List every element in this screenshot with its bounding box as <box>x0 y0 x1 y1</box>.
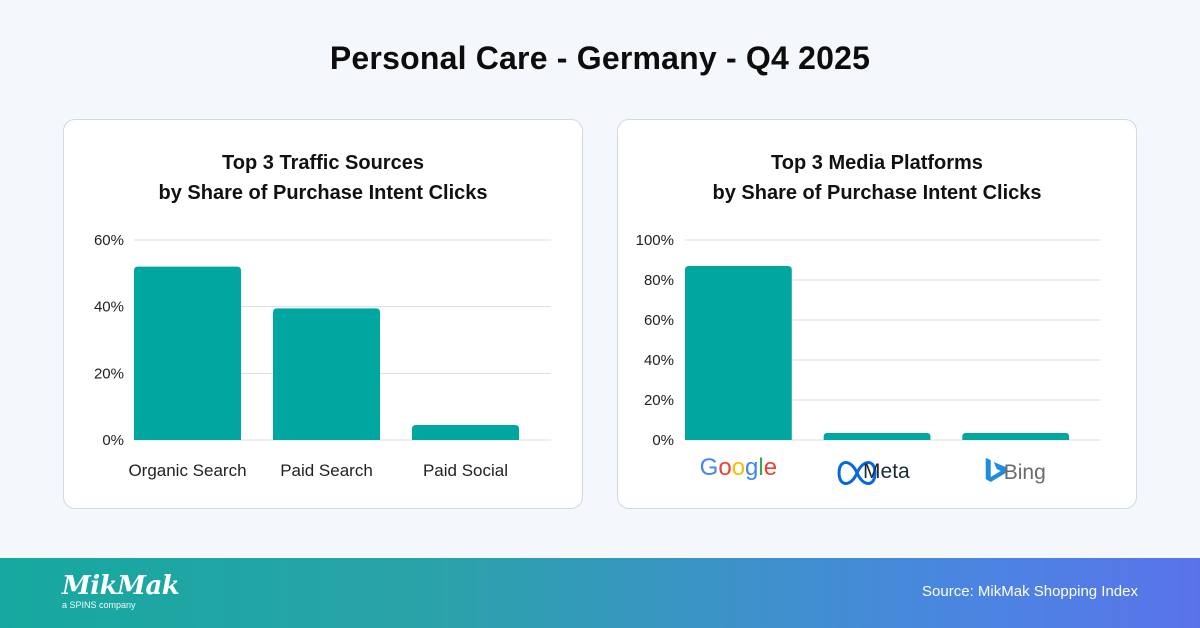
y-tick-label: 100% <box>636 232 674 249</box>
x-tick-label: Paid Search <box>280 461 373 480</box>
logo-subtext: a SPINS company <box>62 600 136 610</box>
svg-text:Bing: Bing <box>1004 461 1046 484</box>
y-tick-label: 60% <box>94 232 124 249</box>
bar-bing <box>962 433 1070 440</box>
traffic-sources-chart-card: Top 3 Traffic Sources by Share of Purcha… <box>63 119 583 509</box>
chart-title-line-1: Top 3 Media Platforms <box>771 152 983 174</box>
source-note: Source: MikMak Shopping Index <box>922 583 1138 600</box>
x-tick-label: Paid Social <box>423 461 508 480</box>
traffic-sources-bar-chart: 0% 20% 40% 60% Organic Search Paid Search Paid… <box>94 232 551 480</box>
footer-bar: MikMak a SPINS company Source: MikMak Sh… <box>0 558 1200 628</box>
bar-paid-search <box>273 308 381 440</box>
google-logo: Google <box>700 454 777 481</box>
chart-title-line-2: by Share of Purchase Intent Clicks <box>158 182 488 204</box>
bar-google <box>685 266 792 440</box>
media-platforms-chart-card: Top 3 Media Platforms by Share of Purcha… <box>617 119 1137 509</box>
y-tick-label: 40% <box>644 352 674 369</box>
meta-logo: Meta <box>837 460 910 485</box>
page-title: Personal Care - Germany - Q4 2025 <box>329 40 871 76</box>
svg-text:Meta: Meta <box>863 460 910 483</box>
y-tick-label: 60% <box>644 312 674 329</box>
chart-title-line-1: Top 3 Traffic Sources <box>222 152 424 174</box>
x-tick-label: Organic Search <box>128 461 246 480</box>
y-tick-label: 40% <box>94 299 124 316</box>
y-tick-label: 0% <box>652 432 674 449</box>
y-tick-label: 80% <box>644 272 674 289</box>
bing-logo: Bing <box>985 458 1046 484</box>
chart-title: Top 3 Media Platforms by Share of Purcha… <box>618 148 1136 208</box>
y-tick-label: 0% <box>102 432 124 449</box>
mikmak-logo[interactable]: MikMak a SPINS company <box>62 571 180 610</box>
chart-title: Top 3 Traffic Sources by Share of Purcha… <box>64 148 582 208</box>
bar-paid-social <box>412 425 520 440</box>
chart-title-line-2: by Share of Purchase Intent Clicks <box>712 182 1042 204</box>
logo-wordmark: MikMak <box>62 571 180 601</box>
bar-organic-search <box>134 266 242 440</box>
y-tick-label: 20% <box>644 392 674 409</box>
bar-meta <box>823 433 931 440</box>
media-platforms-bar-chart: 0% 20% 40% 60% 80% 100% Google Meta Bing <box>636 232 1101 485</box>
y-tick-label: 20% <box>94 365 124 382</box>
